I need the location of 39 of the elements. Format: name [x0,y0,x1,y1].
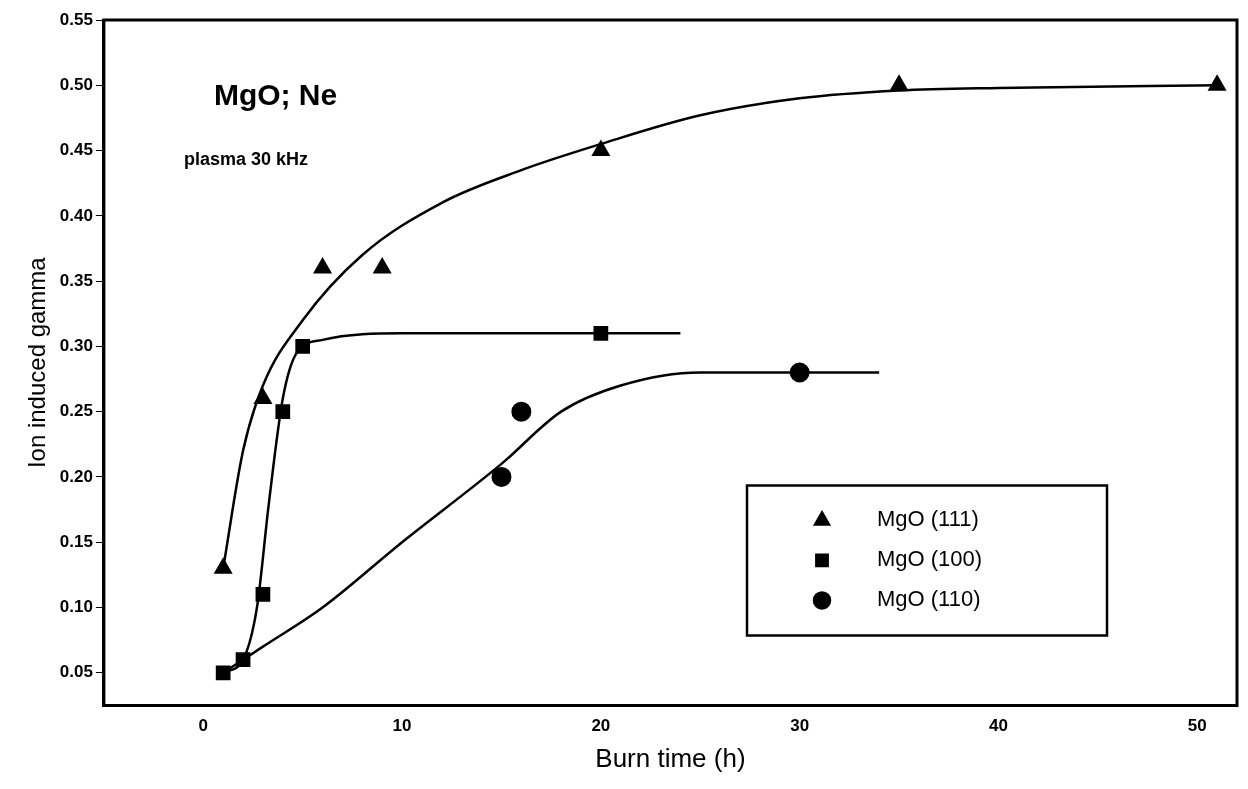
x-tick-label: 30 [790,716,810,736]
point [592,140,610,157]
point [1208,75,1226,91]
point [511,401,532,422]
point [491,466,512,487]
y-tick-label: 0.25 [59,401,93,421]
point [235,652,251,668]
annotation: MgO; Ne [213,78,338,111]
annotation: plasma 30 kHz [183,149,308,169]
point [295,339,311,354]
y-tick-label: 0.50 [59,74,93,94]
legend-label: MgO (100) [877,546,983,572]
y-tick-label: 0.40 [59,205,93,225]
legend-label: MgO (111) [877,506,979,532]
x-tick-label: 20 [591,716,611,736]
point [254,388,272,405]
x-tick-label: 10 [392,716,412,736]
y-tick-label: 0.10 [59,597,93,617]
x-axis-title: Burn time (h) [595,742,746,773]
y-tick-label: 0.45 [59,140,93,160]
y-axis-title: Ion induced gamma [23,256,51,469]
y-tick-label: 0.05 [59,662,93,682]
point [215,665,231,681]
point [593,325,609,341]
x-tick-label: 0 [198,716,209,736]
y-tick-label: 0.20 [59,466,93,486]
point [275,404,291,420]
y-tick-label: 0.15 [59,531,93,551]
y-tick-label: 0.55 [59,9,93,29]
point [890,75,908,91]
point [313,258,332,274]
x-tick-label: 40 [988,716,1008,736]
point [255,587,271,602]
y-tick-label: 0.35 [59,270,93,290]
legend-label: MgO (110) [877,586,981,612]
point [373,258,391,274]
y-tick-label: 0.30 [59,336,93,356]
point [789,362,810,383]
x-tick-label: 50 [1187,716,1207,736]
